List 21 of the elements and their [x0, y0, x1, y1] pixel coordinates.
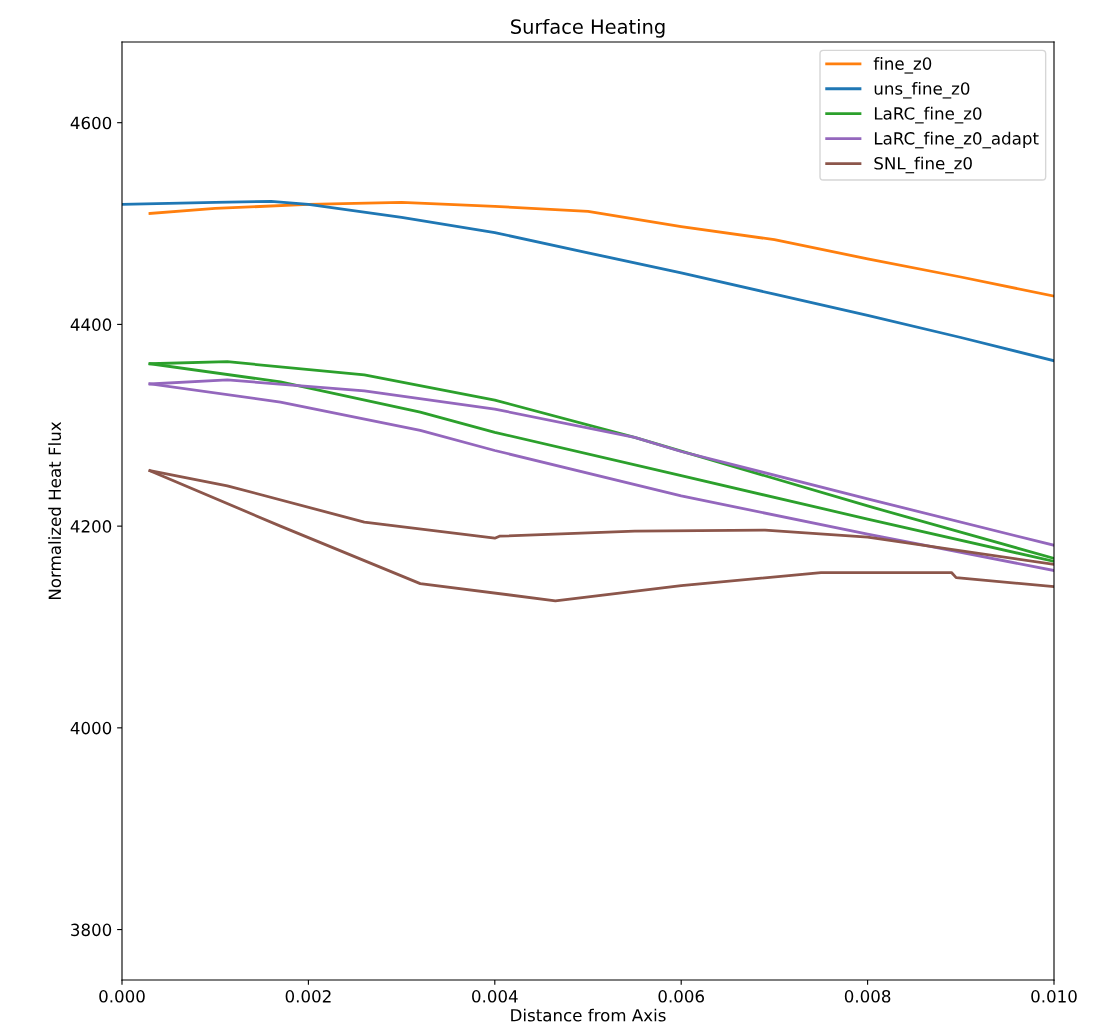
x-tick-label: 0.008: [844, 990, 891, 1003]
x-tick-label: 0.010: [1031, 990, 1077, 1003]
chart-title: Surface Heating: [511, 18, 665, 38]
legend-label: SNL_fine_z0: [874, 156, 972, 174]
x-tick-label: 0.000: [99, 990, 145, 1003]
legend-label: LaRC_fine_z0: [874, 106, 982, 124]
y-axis-title: Normalized Heat Flux: [48, 421, 62, 600]
x-tick-label: 0.004: [472, 990, 518, 1003]
x-axis-title: Distance from Axis: [511, 1008, 666, 1022]
y-tick-label: 4200: [70, 520, 112, 533]
x-tick-label: 0.002: [285, 990, 331, 1003]
y-tick-label: 4400: [70, 318, 112, 331]
legend-label: uns_fine_z0: [874, 81, 970, 99]
x-tick-label: 0.006: [658, 990, 705, 1003]
y-tick-label: 4600: [70, 116, 112, 130]
legend-label: fine_z0: [873, 57, 932, 74]
legend-label: LaRC_fine_z0_adapt: [874, 131, 1039, 149]
line-series: [148, 200, 1054, 298]
y-tick-label: 4000: [70, 721, 112, 735]
y-tick-label: 3800: [71, 923, 112, 937]
line-series: [122, 199, 1054, 363]
